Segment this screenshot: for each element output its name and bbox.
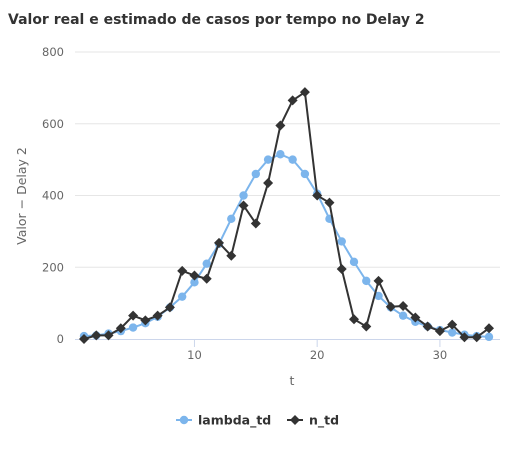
n_td-point[interactable]	[189, 270, 200, 281]
n_td-point[interactable]	[299, 87, 310, 98]
n_td-point[interactable]	[422, 321, 433, 332]
lambda_td-point[interactable]	[337, 237, 346, 246]
n_td-point[interactable]	[324, 197, 335, 208]
y-tick-label: 0	[57, 332, 64, 346]
legend-marker	[290, 415, 300, 425]
n_td-point[interactable]	[140, 315, 151, 326]
n_td-point[interactable]	[312, 190, 323, 201]
y-tick-label: 800	[42, 45, 64, 59]
n_td-point[interactable]	[361, 321, 372, 332]
lambda_td-point[interactable]	[276, 150, 285, 159]
lambda_td-point[interactable]	[349, 257, 359, 267]
y-tick-label: 600	[42, 117, 64, 131]
chart-title: Valor real e estimado de casos por tempo…	[8, 12, 425, 28]
series-layer	[79, 87, 494, 344]
n_td-point[interactable]	[79, 334, 89, 344]
n_td-point[interactable]	[287, 95, 298, 106]
y-tick-labels: 0 200 400 600 800	[42, 45, 64, 346]
n_td-point[interactable]	[103, 330, 114, 341]
legend: lambda_td n_td	[176, 413, 339, 429]
lambda_td-point[interactable]	[484, 332, 494, 342]
n_td-point[interactable]	[164, 302, 175, 313]
lambda_td-point[interactable]	[202, 259, 211, 268]
n_td-point[interactable]	[152, 310, 163, 321]
lambda_td-point[interactable]	[251, 169, 261, 179]
n_td-point[interactable]	[385, 301, 396, 312]
n_td-point[interactable]	[434, 326, 445, 337]
gridlines	[75, 51, 500, 268]
lambda_td-point[interactable]	[190, 278, 199, 287]
x-tick-label: 20	[310, 348, 325, 362]
y-tick-label: 400	[42, 189, 64, 203]
n_td-point[interactable]	[447, 319, 458, 330]
n_td-point[interactable]	[263, 177, 274, 188]
lambda_td-line	[83, 153, 490, 338]
lambda_td-point[interactable]	[398, 311, 408, 320]
x-tick-labels: 10 20 30	[187, 339, 447, 362]
series-lambda_td	[79, 150, 494, 342]
lambda_td-point[interactable]	[128, 323, 138, 332]
legend-label: lambda_td	[198, 413, 271, 429]
n_td-point[interactable]	[201, 273, 212, 284]
lambda_td-point[interactable]	[300, 169, 310, 179]
n_td-point[interactable]	[275, 120, 286, 131]
n_td-point[interactable]	[398, 300, 409, 311]
n_td-point[interactable]	[471, 332, 482, 343]
lambda_td-point[interactable]	[288, 155, 297, 164]
legend-item-n_td[interactable]: n_td	[287, 413, 339, 429]
n_td-point[interactable]	[373, 275, 384, 286]
series-n_td	[79, 87, 494, 344]
n_td-point[interactable]	[214, 237, 224, 248]
x-axis-title: t	[290, 373, 295, 388]
n_td-point[interactable]	[238, 200, 249, 211]
n_td-point[interactable]	[459, 332, 470, 343]
n_td-point[interactable]	[91, 330, 102, 341]
legend-label: n_td	[309, 413, 339, 429]
n_td-point[interactable]	[349, 314, 359, 325]
y-axis-title: Valor − Delay 2	[14, 147, 29, 245]
n_td-point[interactable]	[115, 323, 126, 334]
n_td-point[interactable]	[336, 264, 347, 275]
lambda_td-point[interactable]	[447, 328, 457, 337]
n_td-point[interactable]	[250, 218, 261, 229]
lambda_td-point[interactable]	[227, 214, 236, 224]
y-tick-label: 200	[42, 260, 64, 274]
n_td-point[interactable]	[410, 312, 421, 323]
lambda_td-point[interactable]	[374, 291, 383, 301]
lambda_td-point[interactable]	[177, 292, 187, 301]
legend-item-lambda_td[interactable]: lambda_td	[176, 413, 271, 429]
lambda_td-point[interactable]	[263, 155, 273, 164]
x-tick-label: 10	[187, 348, 202, 362]
legend-marker	[179, 415, 189, 425]
lambda_td-point[interactable]	[362, 276, 371, 286]
lambda_td-point[interactable]	[239, 191, 248, 200]
n_td-point[interactable]	[128, 310, 139, 321]
n_td-line	[83, 91, 490, 340]
x-tick-label: 30	[433, 348, 448, 362]
n_td-point[interactable]	[226, 250, 237, 261]
n_td-point[interactable]	[177, 265, 188, 276]
n_td-point[interactable]	[484, 323, 494, 334]
